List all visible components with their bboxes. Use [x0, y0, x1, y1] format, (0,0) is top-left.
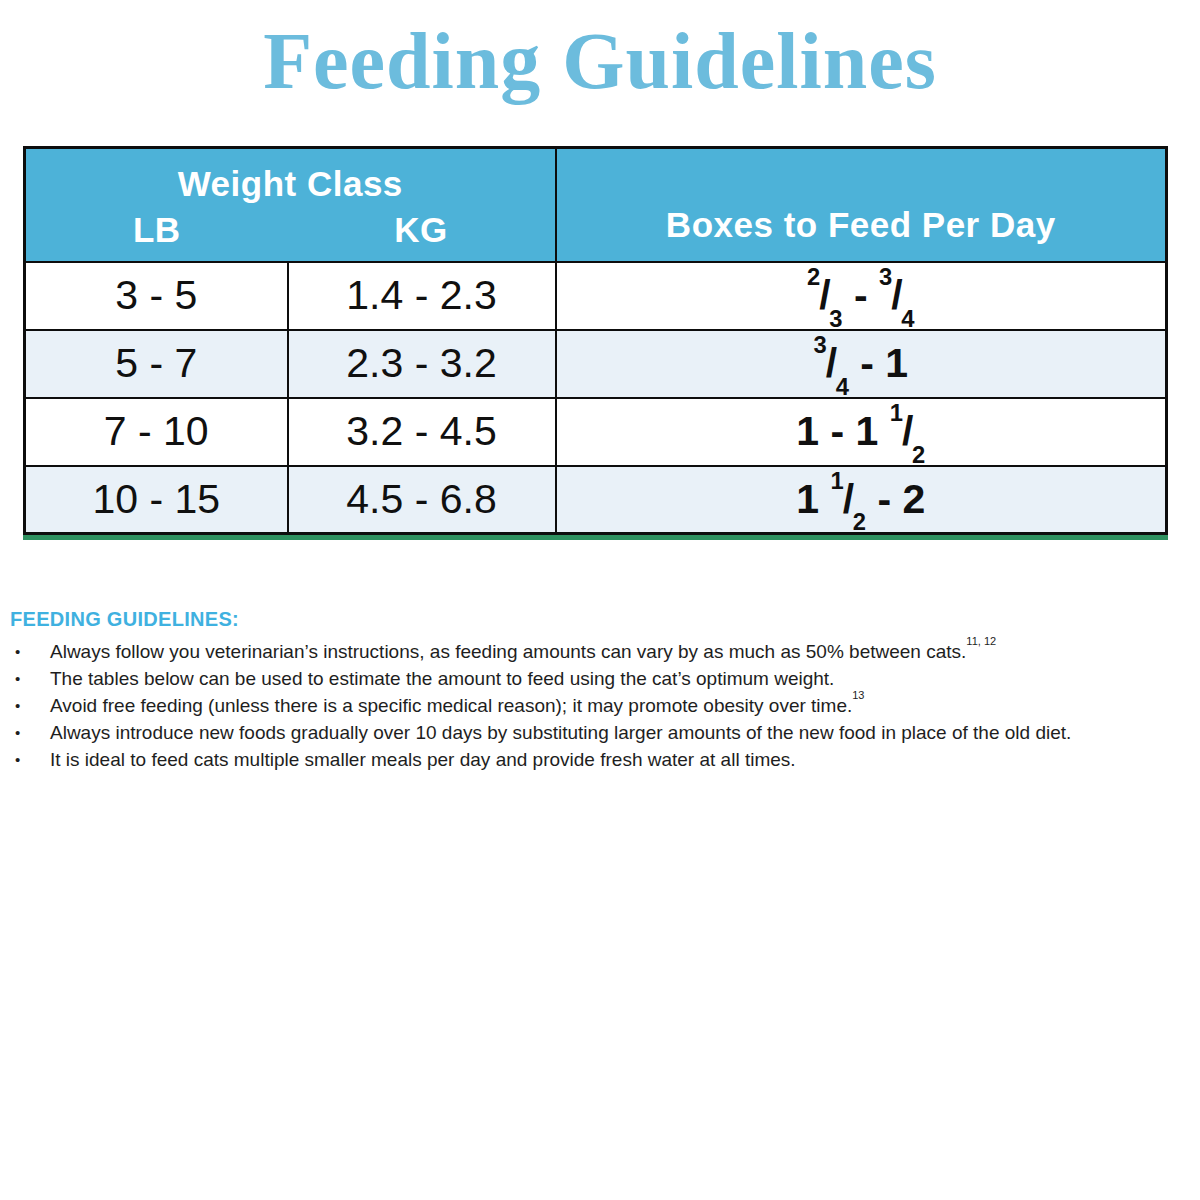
- bullet-text: It is ideal to feed cats multiple smalle…: [50, 746, 1090, 773]
- kg-value-cell: 3.2 - 4.5: [288, 398, 556, 466]
- citation-superscript: 11, 12: [966, 635, 996, 647]
- boxes-value-cell: 1 1/2 - 2: [556, 466, 1167, 534]
- table-row: 5 - 72.3 - 3.23/4 - 1: [25, 330, 1167, 398]
- weight-class-header: Weight Class: [25, 148, 556, 204]
- boxes-value-cell: 3/4 - 1: [556, 330, 1167, 398]
- kg-value-cell: 2.3 - 3.2: [288, 330, 556, 398]
- lb-column-header: LB: [25, 204, 288, 262]
- kg-value-cell: 4.5 - 6.8: [288, 466, 556, 534]
- list-item: •Always introduce new foods gradually ov…: [10, 719, 1100, 746]
- table-row: 7 - 103.2 - 4.51 - 1 1/2: [25, 398, 1167, 466]
- weight-table-body: 3 - 51.4 - 2.32/3 - 3/45 - 72.3 - 3.23/4…: [25, 262, 1167, 534]
- table-header: Weight Class Boxes to Feed Per Day LB KG: [25, 148, 1167, 262]
- bullet-text: Always introduce new foods gradually ove…: [50, 719, 1090, 746]
- bullet-text: Always follow you veterinarian’s instruc…: [50, 638, 1090, 665]
- bullet-icon: •: [10, 746, 50, 773]
- bullet-icon: •: [10, 719, 50, 746]
- boxes-value-cell: 2/3 - 3/4: [556, 262, 1167, 330]
- feeding-table-container: Weight Class Boxes to Feed Per Day LB KG…: [23, 146, 1168, 540]
- table-row: 10 - 154.5 - 6.81 1/2 - 2: [25, 466, 1167, 534]
- list-item: •It is ideal to feed cats multiple small…: [10, 746, 1100, 773]
- boxes-value-cell: 1 - 1 1/2: [556, 398, 1167, 466]
- lb-value-cell: 7 - 10: [25, 398, 288, 466]
- table-row: 3 - 51.4 - 2.32/3 - 3/4: [25, 262, 1167, 330]
- guidelines-section: FEEDING GUIDELINES: •Always follow you v…: [10, 608, 1100, 773]
- weight-feeding-table: Weight Class Boxes to Feed Per Day LB KG…: [23, 146, 1168, 535]
- lb-value-cell: 5 - 7: [25, 330, 288, 398]
- kg-value-cell: 1.4 - 2.3: [288, 262, 556, 330]
- page: { "title": "Feeding Guidelines", "colors…: [0, 0, 1200, 1200]
- list-item: •The tables below can be used to estimat…: [10, 665, 1100, 692]
- boxes-per-day-header: Boxes to Feed Per Day: [556, 148, 1167, 262]
- bullet-icon: •: [10, 692, 50, 719]
- bullet-icon: •: [10, 638, 50, 665]
- guidelines-list: •Always follow you veterinarian’s instru…: [10, 638, 1100, 773]
- kg-column-header: KG: [288, 204, 556, 262]
- list-item: •Always follow you veterinarian’s instru…: [10, 638, 1100, 665]
- guidelines-heading: FEEDING GUIDELINES:: [10, 608, 1100, 631]
- citation-superscript: 13: [852, 689, 864, 701]
- bullet-icon: •: [10, 665, 50, 692]
- bullet-text: The tables below can be used to estimate…: [50, 665, 1090, 692]
- page-title: Feeding Guidelines: [0, 16, 1200, 106]
- list-item: •Avoid free feeding (unless there is a s…: [10, 692, 1100, 719]
- bullet-text: Avoid free feeding (unless there is a sp…: [50, 692, 1090, 719]
- lb-value-cell: 3 - 5: [25, 262, 288, 330]
- lb-value-cell: 10 - 15: [25, 466, 288, 534]
